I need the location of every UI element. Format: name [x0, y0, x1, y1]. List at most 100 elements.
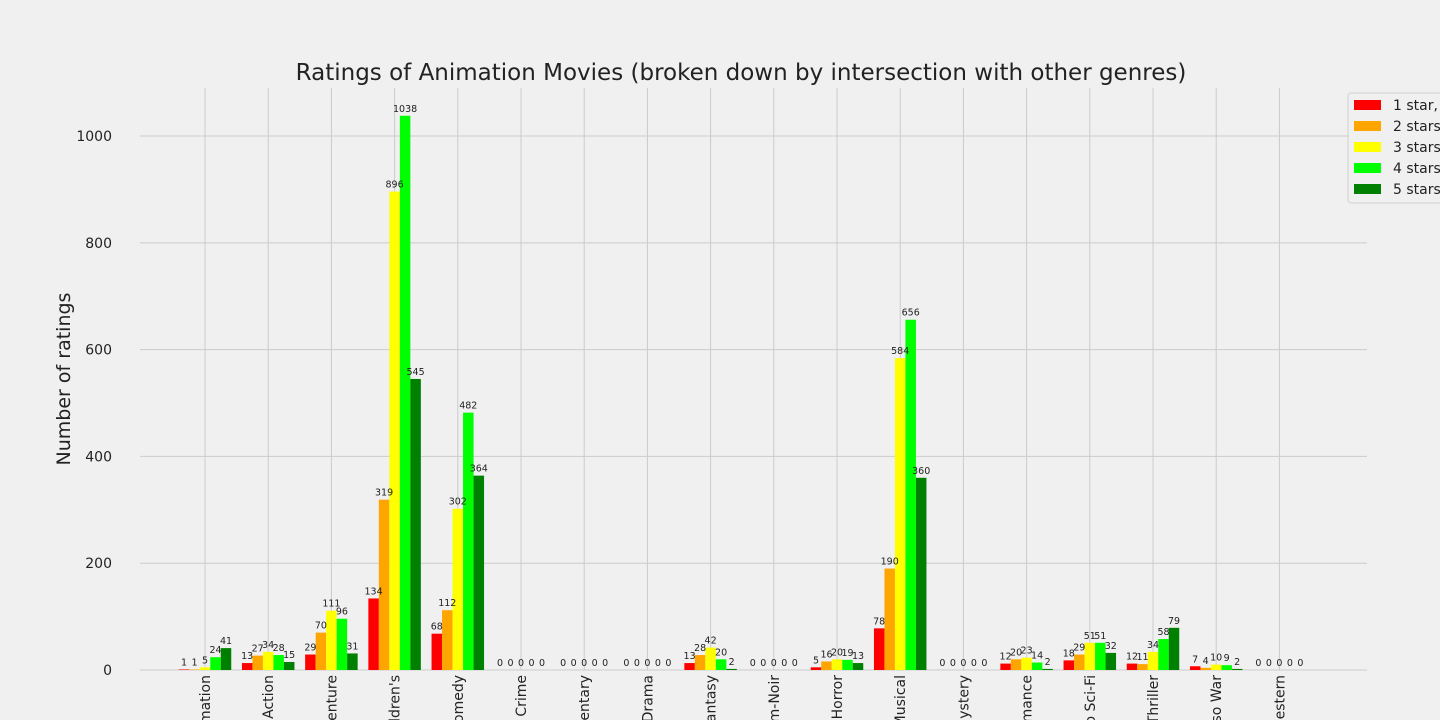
x-axis-ticks: mation Action venture ldren's omedy Crime enta…: [198, 675, 1288, 720]
bar: [1200, 667, 1211, 670]
legend-swatch: [1354, 100, 1381, 110]
bar: [1231, 668, 1243, 670]
bar-value-label: 78: [873, 616, 885, 627]
x-tick-label: ldren's: [388, 675, 404, 720]
legend-swatch: [1354, 142, 1381, 152]
bar-value-label: 0: [781, 658, 787, 669]
bar-value-label: 584: [891, 346, 909, 357]
bar-value-label: 2: [729, 657, 735, 668]
bar: [1158, 639, 1169, 670]
bar: [684, 663, 695, 670]
bar: [199, 667, 211, 670]
bar-value-label: 0: [518, 658, 524, 669]
bar-value-label: 16: [820, 649, 832, 660]
bar-value-label: 4: [1203, 656, 1209, 667]
bar-value-label: 0: [581, 658, 587, 669]
bar-value-label: 112: [438, 598, 456, 609]
bar: [378, 499, 390, 670]
bar: [1063, 660, 1075, 670]
bar-value-label: 96: [336, 607, 348, 618]
bar-value-label: 29: [1073, 643, 1085, 654]
bar: [262, 651, 274, 670]
bar-value-label: 545: [407, 367, 425, 378]
y-tick-label: 600: [85, 343, 112, 359]
x-tick-label: entary: [577, 675, 593, 720]
bar-value-label: 0: [497, 658, 503, 669]
bar-value-label: 0: [655, 658, 661, 669]
bar-value-label: 0: [602, 658, 608, 669]
bar: [389, 191, 400, 670]
bar-value-label: 0: [644, 658, 650, 669]
bar-value-label: 13: [684, 651, 696, 662]
y-tick-label: 200: [85, 556, 112, 572]
bar: [368, 598, 379, 670]
bar-value-label: 20: [715, 647, 727, 658]
bar: [305, 654, 316, 670]
bar-value-label: 360: [912, 466, 930, 477]
bar: [852, 663, 864, 670]
bar: [273, 655, 284, 670]
bar: [694, 655, 706, 670]
bar-value-label: 32: [1105, 641, 1117, 652]
bar: [336, 618, 348, 670]
bar: [178, 669, 190, 670]
bar: [1137, 664, 1148, 670]
y-tick-label: 0: [103, 663, 112, 679]
y-tick-label: 800: [85, 236, 112, 252]
bar-value-label: 0: [592, 658, 598, 669]
x-tick-label: Crime: [514, 675, 530, 717]
y-axis-ticks: 0 200 400 600 800 1000: [76, 129, 112, 679]
bar: [873, 628, 885, 670]
bar-value-label: 31: [346, 641, 358, 652]
bar-value-label: 24: [209, 645, 221, 656]
bar-value-label: 0: [1266, 658, 1272, 669]
bar-value-label: 5: [813, 655, 819, 666]
bar: [315, 632, 327, 670]
bar-value-label: 364: [470, 464, 488, 475]
bar: [220, 648, 232, 670]
x-tick-label: Horror: [830, 675, 846, 720]
bar-value-label: 13: [241, 651, 253, 662]
bar-value-label: 0: [528, 658, 534, 669]
bar: [810, 667, 822, 670]
bar-value-label: 27: [252, 644, 264, 655]
bar-value-label: 0: [507, 658, 513, 669]
bar: [1105, 652, 1117, 670]
bar: [442, 610, 453, 670]
bar-value-label: 0: [560, 658, 566, 669]
bar: [1147, 651, 1159, 670]
bar-value-label: 18: [1063, 648, 1075, 659]
bar-value-label: 302: [449, 497, 467, 508]
bar-value-label: 0: [950, 658, 956, 669]
bar: [915, 477, 927, 670]
bars: [178, 115, 1243, 670]
bar-value-label: 58: [1157, 627, 1169, 638]
bar-value-label: 0: [1297, 658, 1303, 669]
bar-value-label: 1038: [393, 104, 417, 115]
legend: 1 star, 2 stars 3 stars 4 stars 5 stars: [1347, 92, 1440, 204]
bar-value-label: 68: [431, 622, 443, 633]
x-tick-label: Musical: [893, 675, 909, 720]
y-tick-label: 400: [85, 449, 112, 465]
bar: [842, 659, 853, 670]
bar: [410, 379, 421, 670]
bar-value-label: 0: [665, 658, 671, 669]
bar-value-label: 2: [1234, 657, 1240, 668]
bar: [884, 568, 895, 670]
x-tick-label: venture: [324, 675, 340, 720]
legend-label: 2 stars: [1393, 119, 1440, 135]
bar-value-label: 5: [202, 655, 208, 666]
bar: [452, 508, 464, 670]
x-tick-label: omedy: [451, 675, 467, 720]
bar-value-label: 51: [1084, 631, 1096, 642]
bar: [473, 475, 485, 670]
bar: [283, 661, 295, 670]
legend-swatch: [1354, 121, 1381, 131]
bar: [326, 610, 337, 670]
bar-value-label: 20: [831, 647, 843, 658]
bar: [715, 659, 727, 670]
bar-value-label: 11: [1136, 652, 1148, 663]
legend-swatch: [1354, 184, 1381, 194]
bar-value-label: 42: [705, 636, 717, 647]
